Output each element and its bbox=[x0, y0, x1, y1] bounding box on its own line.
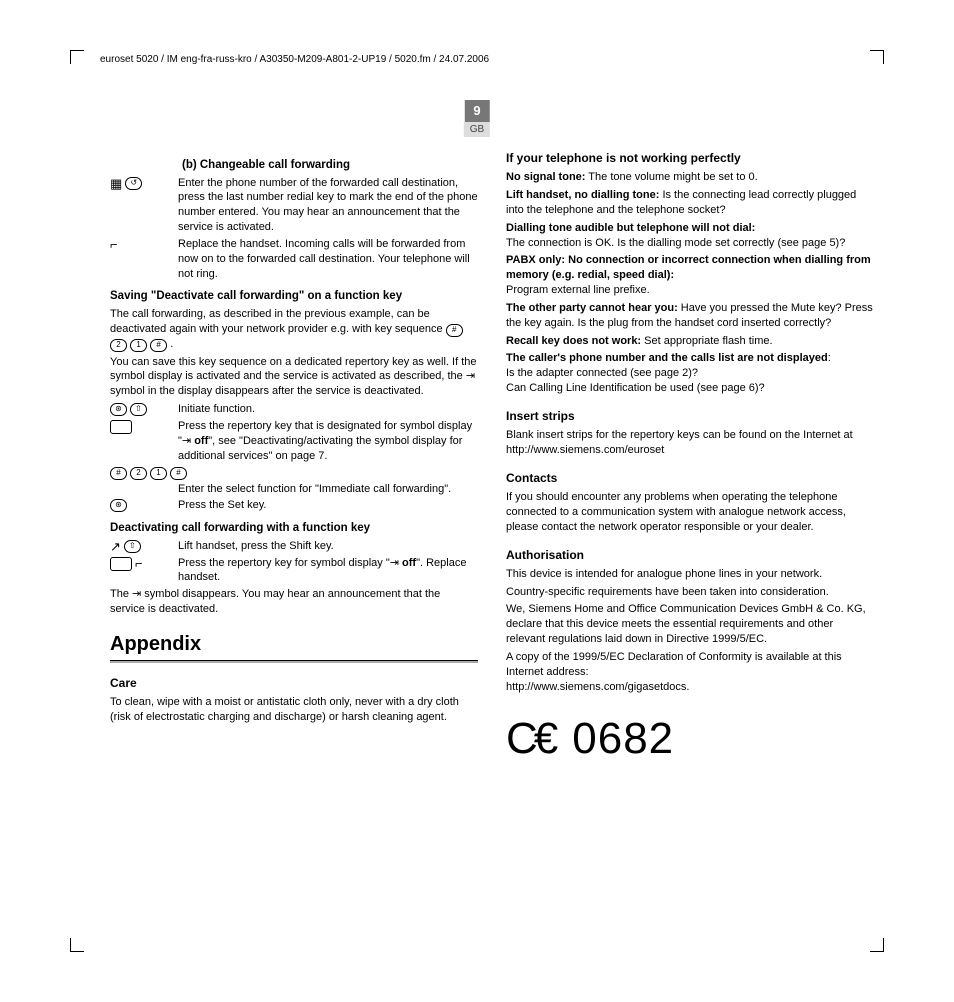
paragraph: To clean, wipe with a moist or antistati… bbox=[110, 695, 478, 725]
key-1-icon: 1 bbox=[130, 339, 147, 352]
paragraph: The call forwarding, as described in the… bbox=[110, 307, 478, 352]
step-text: Lift handset, press the Shift key. bbox=[178, 539, 478, 554]
step-text: Enter the select function for "Immediate… bbox=[178, 482, 478, 497]
divider bbox=[110, 660, 478, 663]
heading-insert-strips: Insert strips bbox=[506, 408, 874, 424]
trouble-item: Lift handset, no dialling tone: Is the c… bbox=[506, 188, 874, 218]
key-1-icon: 1 bbox=[150, 467, 167, 480]
crop-mark bbox=[870, 938, 884, 952]
page-content: (b) Changeable call forwarding ▦ ↺ Enter… bbox=[110, 150, 874, 912]
step-row: ⌐ Replace the handset. Incoming calls wi… bbox=[110, 237, 478, 282]
paragraph: This device is intended for analogue pho… bbox=[506, 567, 874, 582]
paragraph: Country-specific requirements have been … bbox=[506, 585, 874, 600]
paragraph: You can save this key sequence on a dedi… bbox=[110, 355, 478, 400]
step-row: ⊛ Press the Set key. bbox=[110, 498, 478, 513]
crop-mark bbox=[70, 938, 84, 952]
trouble-text: The connection is OK. Is the dialling mo… bbox=[506, 237, 845, 249]
step-row: ⊛ ⇧ Initiate function. bbox=[110, 402, 478, 417]
key-hash-icon: # bbox=[110, 467, 127, 480]
trouble-text: Set appropriate flash time. bbox=[641, 335, 772, 347]
trouble-text: Is the adapter connected (see page 2)? bbox=[506, 367, 698, 379]
set-key-icon: ⊛ bbox=[110, 499, 127, 512]
step-row: ↗ ⇧ Lift handset, press the Shift key. bbox=[110, 539, 478, 554]
trouble-item: No signal tone: The tone volume might be… bbox=[506, 170, 874, 185]
heading-care: Care bbox=[110, 675, 478, 691]
key-hash-icon: # bbox=[446, 324, 463, 337]
header-path: euroset 5020 / IM eng-fra-russ-kro / A30… bbox=[100, 53, 489, 67]
crop-mark bbox=[870, 50, 884, 64]
text-off: off bbox=[402, 557, 416, 569]
step-row: Enter the select function for "Immediate… bbox=[110, 482, 478, 497]
page-region: GB bbox=[464, 122, 490, 138]
step-row: ▦ ↺ Enter the phone number of the forwar… bbox=[110, 176, 478, 235]
dialpad-icon: ▦ bbox=[110, 177, 122, 190]
text: Press the repertory key for symbol displ… bbox=[178, 557, 402, 569]
set-key-icon: ⊛ bbox=[110, 403, 127, 416]
trouble-item: Recall key does not work: Set appropriat… bbox=[506, 334, 874, 349]
paragraph: We, Siemens Home and Office Communicatio… bbox=[506, 602, 874, 647]
trouble-text: Can Calling Line Identification be used … bbox=[506, 382, 765, 394]
step-row: # 2 1 # bbox=[110, 466, 478, 480]
trouble-label: No signal tone: bbox=[506, 171, 585, 183]
trouble-item: The caller's phone number and the calls … bbox=[506, 351, 874, 396]
trouble-item: PABX only: No connection or incorrect co… bbox=[506, 253, 874, 298]
shift-key-icon: ⇧ bbox=[124, 540, 141, 553]
trouble-label: Dialling tone audible but telephone will… bbox=[506, 222, 755, 234]
heading-deactivate-fn-key: Deactivating call forwarding with a func… bbox=[110, 521, 478, 537]
trouble-label: Lift handset, no dialling tone: bbox=[506, 189, 659, 201]
heading-appendix: Appendix bbox=[110, 631, 478, 658]
lift-handset-icon: ↗ bbox=[110, 540, 121, 553]
redial-key-icon: ↺ bbox=[125, 177, 142, 190]
trouble-label: PABX only: No connection or incorrect co… bbox=[506, 254, 871, 281]
page-number: 9 bbox=[464, 100, 489, 122]
step-text: Press the Set key. bbox=[178, 498, 478, 513]
paragraph: The ⇥ symbol disappears. You may hear an… bbox=[110, 587, 478, 617]
ce-marking: C€ 0682 bbox=[506, 709, 874, 768]
trouble-label: The other party cannot hear you: bbox=[506, 302, 678, 314]
conformity-link[interactable]: http://www.siemens.com/gigasetdocs bbox=[506, 681, 686, 693]
crop-mark bbox=[70, 50, 84, 64]
trouble-label: The caller's phone number and the calls … bbox=[506, 352, 828, 364]
text: The call forwarding, as described in the… bbox=[110, 308, 446, 335]
heading-changeable-fwd: (b) Changeable call forwarding bbox=[110, 158, 478, 174]
paragraph: Blank insert strips for the repertory ke… bbox=[506, 428, 874, 458]
page-badge: 9 GB bbox=[464, 100, 490, 137]
step-text: Enter the phone number of the forwarded … bbox=[178, 176, 478, 235]
trouble-item: Dialling tone audible but telephone will… bbox=[506, 221, 874, 251]
text: . bbox=[170, 338, 173, 350]
step-text: Initiate function. bbox=[178, 402, 478, 417]
key-hash-icon: # bbox=[150, 339, 167, 352]
step-row: Press the repertory key that is designat… bbox=[110, 419, 478, 464]
key-2-icon: 2 bbox=[130, 467, 147, 480]
handset-down-icon: ⌐ bbox=[135, 557, 143, 570]
trouble-text: The tone volume might be set to 0. bbox=[585, 171, 757, 183]
heading-contacts: Contacts bbox=[506, 470, 874, 486]
ce-number: 0682 bbox=[572, 709, 674, 768]
handset-down-icon: ⌐ bbox=[110, 238, 118, 251]
trouble-item: The other party cannot hear you: Have yo… bbox=[506, 301, 874, 331]
step-text: Replace the handset. bbox=[178, 238, 282, 250]
paragraph: A copy of the 1999/5/EC Declaration of C… bbox=[506, 650, 874, 695]
step-text: Press the repertory key that is designat… bbox=[178, 419, 478, 464]
heading-saving-deactivate: Saving "Deactivate call forwarding" on a… bbox=[110, 289, 478, 305]
text: A copy of the 1999/5/EC Declaration of C… bbox=[506, 651, 842, 678]
key-2-icon: 2 bbox=[110, 339, 127, 352]
step-text: Press the repertory key for symbol displ… bbox=[178, 556, 478, 586]
ce-mark-icon: C€ bbox=[506, 709, 554, 768]
shift-key-icon: ⇧ bbox=[130, 403, 147, 416]
step-row: ⌐ Press the repertory key for symbol dis… bbox=[110, 556, 478, 586]
trouble-text: Program external line prefixe. bbox=[506, 284, 650, 296]
heading-troubleshoot: If your telephone is not working perfect… bbox=[506, 150, 874, 166]
trouble-label: Recall key does not work: bbox=[506, 335, 641, 347]
heading-authorisation: Authorisation bbox=[506, 547, 874, 563]
text-off: off bbox=[194, 435, 208, 447]
text: ", see "Deactivating/activating the symb… bbox=[178, 435, 462, 462]
repertory-key-icon bbox=[110, 557, 132, 571]
repertory-key-icon bbox=[110, 420, 132, 434]
key-hash-icon: # bbox=[170, 467, 187, 480]
paragraph: If you should encounter any problems whe… bbox=[506, 490, 874, 535]
